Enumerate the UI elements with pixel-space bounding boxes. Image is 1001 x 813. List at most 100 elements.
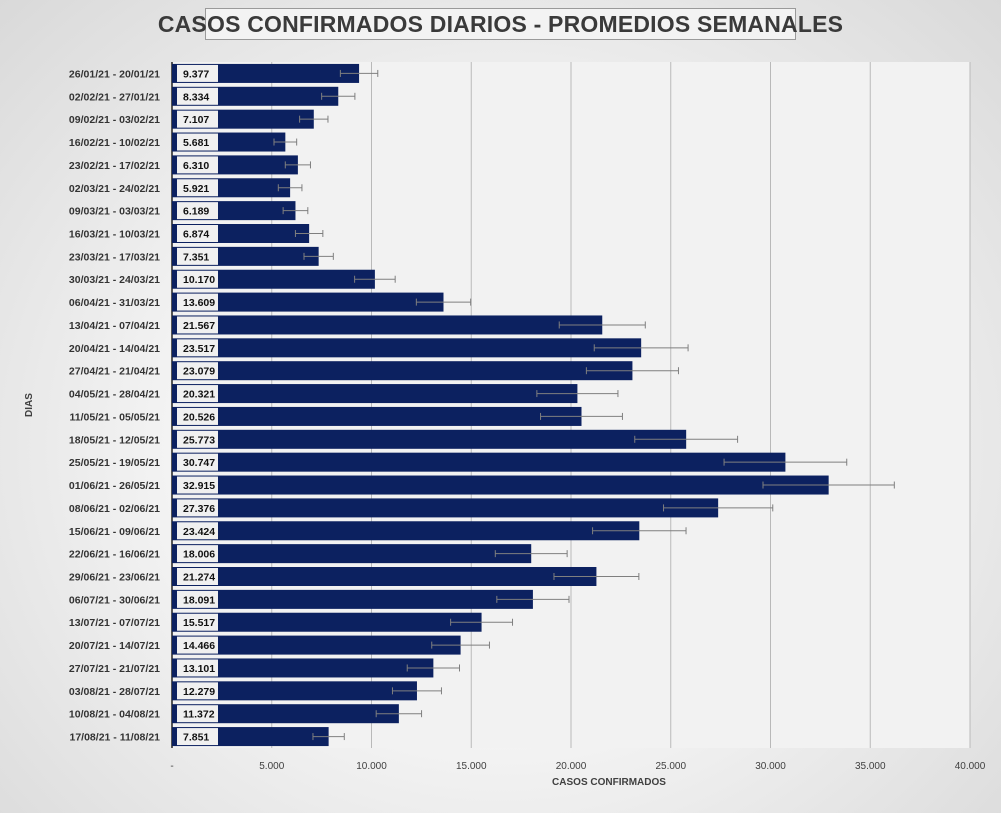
data-label: 7.107	[183, 114, 209, 126]
data-label-box	[177, 179, 218, 197]
data-label: 11.372	[183, 709, 215, 721]
error-bar	[406, 664, 461, 672]
y-tick-label: 22/06/21 - 16/06/21	[69, 549, 160, 561]
data-label: 5.681	[183, 137, 209, 149]
y-tick-label: 20/07/21 - 14/07/21	[69, 640, 160, 652]
data-label-box	[177, 636, 218, 654]
error-bar	[723, 458, 848, 466]
data-label-box	[177, 499, 218, 517]
data-label-box	[177, 545, 218, 563]
data-label: 18.006	[183, 549, 215, 561]
error-bar	[558, 321, 646, 329]
data-label: 25.773	[183, 434, 215, 446]
data-label-box	[177, 156, 218, 174]
y-tick-label: 10/08/21 - 04/08/21	[69, 709, 160, 721]
bar	[172, 475, 829, 495]
x-tick-labels: - 5.000 10.000 15.000 20.000 25.000 30.000 35.0…	[170, 761, 985, 772]
data-label-box	[177, 270, 218, 288]
error-bar	[284, 161, 311, 169]
data-label-box	[177, 659, 218, 677]
data-label: 9.377	[183, 68, 209, 80]
bar	[172, 361, 633, 381]
error-bar	[540, 412, 623, 420]
data-label: 23.517	[183, 343, 215, 355]
y-tick-label: 23/03/21 - 17/03/21	[69, 251, 160, 263]
data-label-box	[177, 613, 218, 631]
y-tick-label: 13/04/21 - 07/04/21	[69, 320, 160, 332]
error-bar	[593, 344, 689, 352]
y-tick-labels: 26/01/21 - 20/01/21 02/02/21 - 27/01/21 09…	[69, 68, 160, 743]
data-label-box	[177, 110, 218, 128]
data-label: 21.567	[183, 320, 215, 332]
y-tick-label: 23/02/21 - 17/02/21	[69, 160, 160, 172]
data-label: 21.274	[183, 572, 215, 584]
error-bar	[282, 207, 309, 215]
data-label: 7.351	[183, 251, 209, 263]
data-label: 6.874	[183, 229, 209, 241]
error-bar	[494, 550, 568, 558]
data-label-box	[177, 590, 218, 608]
bar	[172, 681, 417, 701]
y-tick-label: 18/05/21 - 12/05/21	[69, 434, 160, 446]
y-axis-title: DIAS	[24, 393, 35, 417]
data-label: 15.517	[183, 617, 215, 629]
data-label-box	[177, 339, 218, 357]
y-tick-label: 27/07/21 - 21/07/21	[69, 663, 160, 675]
data-label: 5.921	[183, 183, 209, 195]
x-tick-label: 25.000	[655, 761, 686, 772]
data-label: 23.424	[183, 526, 215, 538]
data-label: 30.747	[183, 457, 215, 469]
data-label: 8.334	[183, 91, 209, 103]
y-tick-label: 11/05/21 - 05/05/21	[70, 411, 161, 423]
data-label-box	[177, 705, 218, 723]
bar	[172, 452, 786, 472]
data-label-box	[177, 133, 218, 151]
data-label: 12.279	[183, 686, 215, 698]
x-tick-label: -	[170, 761, 173, 772]
x-axis-title: CASOS CONFIRMADOS	[552, 777, 666, 788]
data-label-box	[177, 568, 218, 585]
data-label: 18.091	[183, 594, 215, 606]
y-tick-label: 27/04/21 - 21/04/21	[69, 366, 160, 378]
y-tick-label: 03/08/21 - 28/07/21	[69, 686, 160, 698]
data-label: 27.376	[183, 503, 215, 515]
bar	[172, 498, 719, 518]
error-bar	[391, 687, 442, 695]
error-bar	[294, 230, 324, 237]
y-tick-label: 08/06/21 - 02/06/21	[69, 503, 160, 515]
data-label-box	[177, 316, 218, 334]
bar	[172, 544, 532, 564]
error-bar	[663, 504, 774, 512]
error-bar	[762, 481, 895, 489]
data-label-box	[177, 385, 218, 403]
error-bar	[415, 298, 472, 306]
data-label-box	[177, 64, 218, 82]
bar	[172, 521, 640, 541]
error-bar	[321, 92, 356, 100]
x-tick-label: 30.000	[755, 761, 786, 772]
data-label-box	[177, 293, 218, 311]
bar	[172, 292, 444, 312]
y-tick-label: 01/06/21 - 26/05/21	[69, 480, 160, 492]
data-label-box	[177, 728, 218, 746]
y-tick-label: 16/03/21 - 10/03/21	[69, 229, 160, 241]
x-tick-label: 10.000	[356, 761, 387, 772]
error-bar	[634, 435, 739, 443]
y-tick-label: 30/03/21 - 24/03/21	[69, 274, 160, 286]
bar	[172, 635, 461, 655]
y-tick-label: 25/05/21 - 19/05/21	[69, 457, 160, 469]
x-tick-label: 35.000	[855, 761, 886, 772]
error-bar	[431, 641, 490, 649]
y-tick-label: 17/08/21 - 11/08/21	[70, 732, 161, 744]
data-label-box	[177, 202, 218, 220]
error-bar	[339, 69, 379, 77]
error-bar	[585, 367, 679, 375]
data-label: 6.310	[183, 160, 209, 172]
bar	[172, 269, 375, 289]
y-tick-label: 16/02/21 - 10/02/21	[69, 137, 160, 149]
data-label-box	[177, 476, 218, 494]
data-label-box	[177, 362, 218, 380]
x-tick-label: 40.000	[955, 761, 986, 772]
bar	[172, 704, 399, 724]
bars: 9.377 8.334 7.107 5.681 6.310 5.921 6.189 6.874…	[172, 63, 895, 747]
